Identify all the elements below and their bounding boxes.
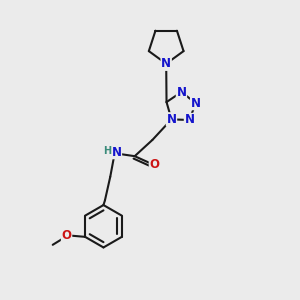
Text: O: O [149,158,159,171]
Text: O: O [61,229,72,242]
Text: N: N [184,113,194,127]
Text: N: N [111,146,122,159]
Text: N: N [167,113,176,126]
Text: N: N [176,85,187,98]
Text: H: H [103,146,111,157]
Text: N: N [190,97,201,110]
Text: N: N [161,57,171,70]
